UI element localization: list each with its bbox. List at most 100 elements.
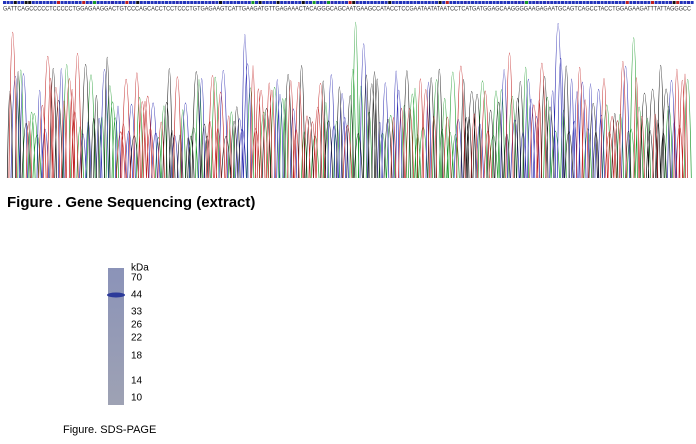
quality-cell [265, 1, 269, 4]
quality-cell [305, 1, 309, 4]
protein-band [107, 292, 125, 298]
quality-cell [183, 1, 186, 4]
quality-cell [633, 1, 636, 4]
marker-label: 14 [131, 376, 143, 387]
quality-cell [553, 1, 557, 4]
quality-cell [478, 1, 482, 4]
quality-cell [103, 1, 107, 4]
sequence-caption: Figure . Gene Sequencing (extract) [7, 194, 255, 211]
quality-cell [521, 1, 525, 4]
quality-cell [435, 1, 438, 4]
quality-cell [301, 1, 305, 4]
quality-cell [442, 1, 446, 4]
quality-cell [13, 1, 17, 4]
quality-cell [283, 1, 287, 4]
quality-cell [93, 1, 96, 4]
quality-cell [85, 1, 89, 4]
quality-bar [3, 1, 694, 4]
quality-cell [489, 1, 492, 4]
quality-cell [406, 1, 410, 4]
gel-lane [108, 268, 124, 405]
quality-cell [165, 1, 168, 4]
quality-cell [607, 1, 611, 4]
quality-cell [359, 1, 363, 4]
quality-cell [611, 1, 615, 4]
sequence-bases: GATTCAGCCCCCTCCCCCTGGAGAAGGACTGTCCCAGCAC… [3, 7, 692, 13]
quality-cell [201, 1, 204, 4]
quality-cell [636, 1, 640, 4]
quality-cell [10, 1, 14, 4]
quality-cell [561, 1, 564, 4]
quality-cell [175, 1, 179, 4]
quality-cell [168, 1, 172, 4]
quality-cell [661, 1, 665, 4]
quality-cell [294, 1, 298, 4]
quality-cell [485, 1, 489, 4]
quality-cell [262, 1, 266, 4]
quality-cell [75, 1, 78, 4]
quality-cell [161, 1, 165, 4]
quality-cell [503, 1, 507, 4]
quality-cell [377, 1, 381, 4]
quality-cell [370, 1, 374, 4]
quality-cell [330, 1, 334, 4]
quality-cell [417, 1, 420, 4]
quality-cell [49, 1, 53, 4]
quality-cell [280, 1, 284, 4]
quality-cell [460, 1, 464, 4]
quality-cell [496, 1, 500, 4]
quality-cell [391, 1, 395, 4]
quality-cell [57, 1, 60, 4]
quality-cell [597, 1, 600, 4]
quality-cell [125, 1, 129, 4]
quality-cell [39, 1, 42, 4]
quality-cell [237, 1, 240, 4]
quality-cell [672, 1, 676, 4]
quality-cell [517, 1, 521, 4]
quality-cell [193, 1, 197, 4]
trace-line [17, 22, 692, 179]
quality-cell [579, 1, 582, 4]
quality-cell [298, 1, 302, 4]
quality-cell [129, 1, 132, 4]
quality-cell [312, 1, 316, 4]
quality-cell [215, 1, 219, 4]
quality-cell [197, 1, 201, 4]
quality-cell [453, 1, 456, 4]
quality-cell [240, 1, 244, 4]
quality-cell [409, 1, 413, 4]
quality-cell [481, 1, 485, 4]
quality-cell [658, 1, 662, 4]
quality-cell [676, 1, 680, 4]
quality-cell [64, 1, 68, 4]
quality-cell [190, 1, 194, 4]
quality-cell [651, 1, 654, 4]
quality-cell [532, 1, 536, 4]
quality-cell [150, 1, 154, 4]
quality-cell [525, 1, 528, 4]
quality-cell [172, 1, 176, 4]
quality-cell [316, 1, 320, 4]
quality-cell [121, 1, 125, 4]
quality-cell [395, 1, 399, 4]
quality-cell [420, 1, 424, 4]
quality-cell [89, 1, 93, 4]
quality-cell [211, 1, 215, 4]
quality-cell [82, 1, 86, 4]
quality-cell [67, 1, 71, 4]
quality-cell [46, 1, 50, 4]
quality-cell [449, 1, 453, 4]
quality-cell [255, 1, 258, 4]
quality-cell [546, 1, 550, 4]
quality-cell [118, 1, 122, 4]
quality-cell [373, 1, 377, 4]
quality-cell [319, 1, 323, 4]
quality-cell [582, 1, 586, 4]
quality-cell [507, 1, 510, 4]
quality-cell [499, 1, 503, 4]
quality-cell [21, 1, 24, 4]
quality-cell [402, 1, 406, 4]
quality-cell [219, 1, 222, 4]
quality-cell [474, 1, 478, 4]
